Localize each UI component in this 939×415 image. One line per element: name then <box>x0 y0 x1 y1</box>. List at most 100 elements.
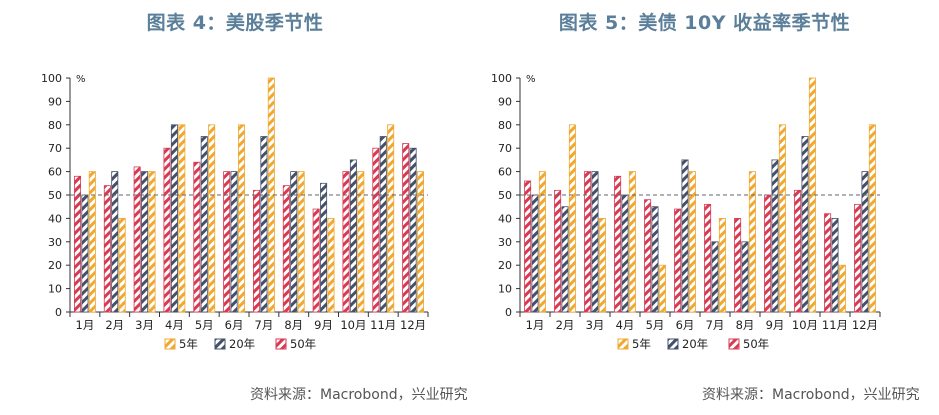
x-tick-label: 11月 <box>370 318 396 332</box>
bar-5年-3月 <box>598 217 606 313</box>
chart-1-source: 资料来源：Macrobond，兴业研究 <box>250 387 468 403</box>
legend-label-50年: 50年 <box>743 337 769 351</box>
bar-50年-11月 <box>372 147 380 313</box>
x-tick-label: 1月 <box>76 318 95 332</box>
bar-20年-12月 <box>409 147 417 313</box>
legend-swatch-20年 <box>667 338 679 350</box>
bar-20年-6月 <box>230 171 238 313</box>
bar-20年-2月 <box>561 206 569 313</box>
bar-50年-3月 <box>584 171 592 313</box>
legend-label-5年: 5年 <box>179 337 198 351</box>
bar-50年-1月 <box>524 180 532 313</box>
x-tick-label: 3月 <box>586 318 605 332</box>
bar-50年-3月 <box>133 166 141 313</box>
bar-20年-11月 <box>379 136 387 313</box>
legend-label-50年: 50年 <box>290 337 316 351</box>
bar-50年-12月 <box>402 143 410 313</box>
y-tick-label: 90 <box>48 95 62 108</box>
x-tick-label: 4月 <box>616 318 635 332</box>
legend-swatch-5年 <box>617 338 629 350</box>
y-tick-label: 30 <box>48 236 62 249</box>
bar-20年-5月 <box>651 206 659 313</box>
bar-20年-1月 <box>81 194 89 313</box>
chart-2-svg: 0 10 20 30 40 50 60 70 80 90 100 % 1月 2月 3月 4月 5月 6月 7月 8月 9… <box>491 72 881 351</box>
bar-20年-6月 <box>681 159 689 313</box>
bar-50年-2月 <box>103 185 111 313</box>
bar-5年-3月 <box>148 171 156 313</box>
bar-20年-3月 <box>141 171 149 313</box>
x-tick-label: 6月 <box>676 318 695 332</box>
x-tick-label: 6月 <box>225 318 244 332</box>
bar-5年-7月 <box>718 217 726 313</box>
bar-5年-4月 <box>628 171 636 313</box>
bar-50年-2月 <box>554 189 562 313</box>
bar-50年-11月 <box>824 213 832 313</box>
x-tick-label: 5月 <box>646 318 665 332</box>
bar-50年-9月 <box>312 208 320 313</box>
x-tick-label: 12月 <box>852 318 878 332</box>
y-tick-label: 0 <box>55 306 62 319</box>
y-tick-label: 70 <box>48 142 62 155</box>
bar-20年-8月 <box>741 241 749 313</box>
bar-20年-7月 <box>711 241 719 313</box>
y-tick-label: 70 <box>498 142 512 155</box>
x-tick-label: 2月 <box>105 318 124 332</box>
bar-50年-5月 <box>644 199 652 313</box>
bar-50年-9月 <box>764 194 772 313</box>
bar-20年-4月 <box>621 194 629 313</box>
x-tick-label: 9月 <box>314 318 333 332</box>
y-tick-label: 40 <box>498 212 512 225</box>
bar-50年-7月 <box>704 203 712 313</box>
x-tick-label: 7月 <box>706 318 725 332</box>
bar-50年-10月 <box>794 189 802 313</box>
bar-50年-6月 <box>674 208 682 313</box>
bar-20年-1月 <box>531 194 539 313</box>
y-tick-label: 60 <box>498 166 512 179</box>
unit-label: % <box>526 74 536 85</box>
bar-20年-10月 <box>801 136 809 313</box>
legend-swatch-50年 <box>275 338 287 350</box>
chart-2-title: 图表 5：美债 10Y 收益率季节性 <box>558 12 851 34</box>
bar-50年-8月 <box>282 185 290 313</box>
bar-50年-4月 <box>614 175 622 313</box>
x-tick-label: 3月 <box>135 318 154 332</box>
chart-1-svg: 0 10 20 30 40 50 60 70 80 90 100 % 1月 2月 3月 4月 5月 6月 7月 8月 9… <box>41 72 429 351</box>
y-tick-label: 50 <box>498 189 512 202</box>
bar-50年-10月 <box>342 171 350 313</box>
bar-50年-4月 <box>163 147 171 313</box>
bar-5年-11月 <box>838 264 846 313</box>
bar-50年-5月 <box>193 161 201 313</box>
bar-5年-2月 <box>118 217 126 313</box>
x-tick-label: 4月 <box>165 318 184 332</box>
legend-swatch-50年 <box>728 338 740 350</box>
x-tick-label: 10月 <box>792 318 818 332</box>
x-tick-label: 2月 <box>556 318 575 332</box>
bar-20年-2月 <box>111 171 119 313</box>
x-tick-label: 7月 <box>255 318 274 332</box>
x-tick-label: 10月 <box>340 318 366 332</box>
legend-label-5年: 5年 <box>632 337 651 351</box>
bar-5年-5月 <box>208 124 216 313</box>
x-tick-label: 8月 <box>284 318 303 332</box>
bar-5年-1月 <box>538 171 546 313</box>
y-tick-label: 90 <box>498 95 512 108</box>
bar-50年-12月 <box>854 203 862 313</box>
bar-5年-10月 <box>357 171 365 313</box>
bar-20年-7月 <box>260 136 268 313</box>
legend-swatch-20年 <box>214 338 226 350</box>
bar-50年-6月 <box>223 171 231 313</box>
bar-20年-9月 <box>771 159 779 313</box>
y-tick-label: 80 <box>48 119 62 132</box>
bar-20年-8月 <box>290 171 298 313</box>
y-tick-label: 30 <box>498 236 512 249</box>
x-tick-label: 5月 <box>195 318 214 332</box>
bar-5年-6月 <box>688 171 696 313</box>
bar-20年-10月 <box>349 159 357 313</box>
x-tick-label: 12月 <box>400 318 426 332</box>
bar-20年-5月 <box>200 136 208 313</box>
y-tick-label: 40 <box>48 212 62 225</box>
bar-50年-1月 <box>74 175 82 313</box>
bar-20年-12月 <box>861 171 869 313</box>
y-tick-label: 10 <box>48 283 62 296</box>
x-tick-label: 1月 <box>526 318 545 332</box>
